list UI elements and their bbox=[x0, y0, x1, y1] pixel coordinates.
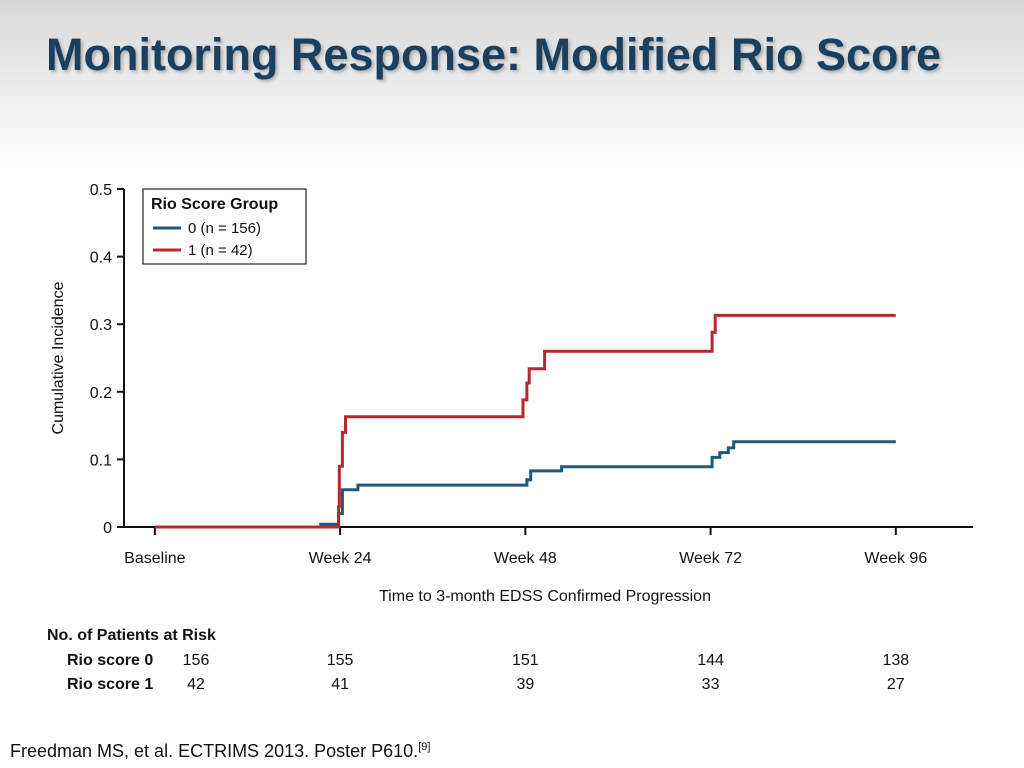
plot-series bbox=[154, 313, 896, 529]
risk-cell: 138 bbox=[882, 652, 909, 669]
risk-cell: 144 bbox=[697, 652, 724, 669]
x-axis-title: Time to 3-month EDSS Confirmed Progressi… bbox=[379, 588, 711, 605]
legend-label-series-0: 0 (n = 156) bbox=[188, 220, 261, 237]
risk-cell: 27 bbox=[887, 676, 905, 693]
x-axis: Baseline Week 24 Week 48 Week 72 Week 96 bbox=[124, 526, 973, 567]
y-tick-label: 0.5 bbox=[90, 182, 112, 199]
series-line-1 bbox=[154, 313, 896, 529]
x-tick-label: Week 24 bbox=[309, 550, 372, 567]
risk-cell: 155 bbox=[327, 652, 354, 669]
y-tick-label: 0.3 bbox=[90, 317, 112, 334]
x-tick-label: Week 72 bbox=[679, 550, 742, 567]
x-tick-label: Week 48 bbox=[494, 550, 557, 567]
x-tick-label: Week 96 bbox=[864, 550, 927, 567]
y-tick-label: 0.2 bbox=[90, 385, 112, 402]
y-tick-label: 0.1 bbox=[90, 452, 112, 469]
risk-table: No. of Patients at Risk Rio score 0 Rio … bbox=[47, 627, 909, 693]
citation: Freedman MS, et al. ECTRIMS 2013. Poster… bbox=[10, 741, 430, 762]
y-axis-title: Cumulative Incidence bbox=[50, 281, 67, 434]
risk-cell: 42 bbox=[187, 676, 205, 693]
slide-title: Monitoring Response: Modified Rio Score bbox=[46, 29, 942, 80]
y-tick-label: 0 bbox=[103, 520, 112, 537]
citation-reference: [9] bbox=[418, 741, 431, 753]
y-tick-label: 0.4 bbox=[90, 250, 112, 267]
legend-label-series-1: 1 (n = 42) bbox=[188, 242, 253, 259]
risk-cell: 33 bbox=[702, 676, 720, 693]
risk-cell: 39 bbox=[516, 676, 534, 693]
risk-cell: 156 bbox=[183, 652, 210, 669]
x-tick-label: Baseline bbox=[124, 550, 185, 567]
risk-values: 156 155 151 144 138 42 41 39 33 27 bbox=[183, 652, 910, 693]
legend-title: Rio Score Group bbox=[151, 196, 278, 213]
risk-row-label: Rio score 0 bbox=[67, 652, 153, 669]
series-line-0 bbox=[154, 440, 896, 529]
risk-row-label: Rio score 1 bbox=[67, 676, 153, 693]
citation-text: Freedman MS, et al. ECTRIMS 2013. Poster… bbox=[10, 741, 419, 761]
legend: Rio Score Group 0 (n = 156) 1 (n = 42) bbox=[142, 188, 307, 265]
y-axis: 0 0.1 0.2 0.3 0.4 0.5 bbox=[90, 182, 125, 537]
risk-cell: 151 bbox=[512, 652, 539, 669]
risk-cell: 41 bbox=[331, 676, 349, 693]
risk-table-title: No. of Patients at Risk bbox=[47, 627, 216, 644]
